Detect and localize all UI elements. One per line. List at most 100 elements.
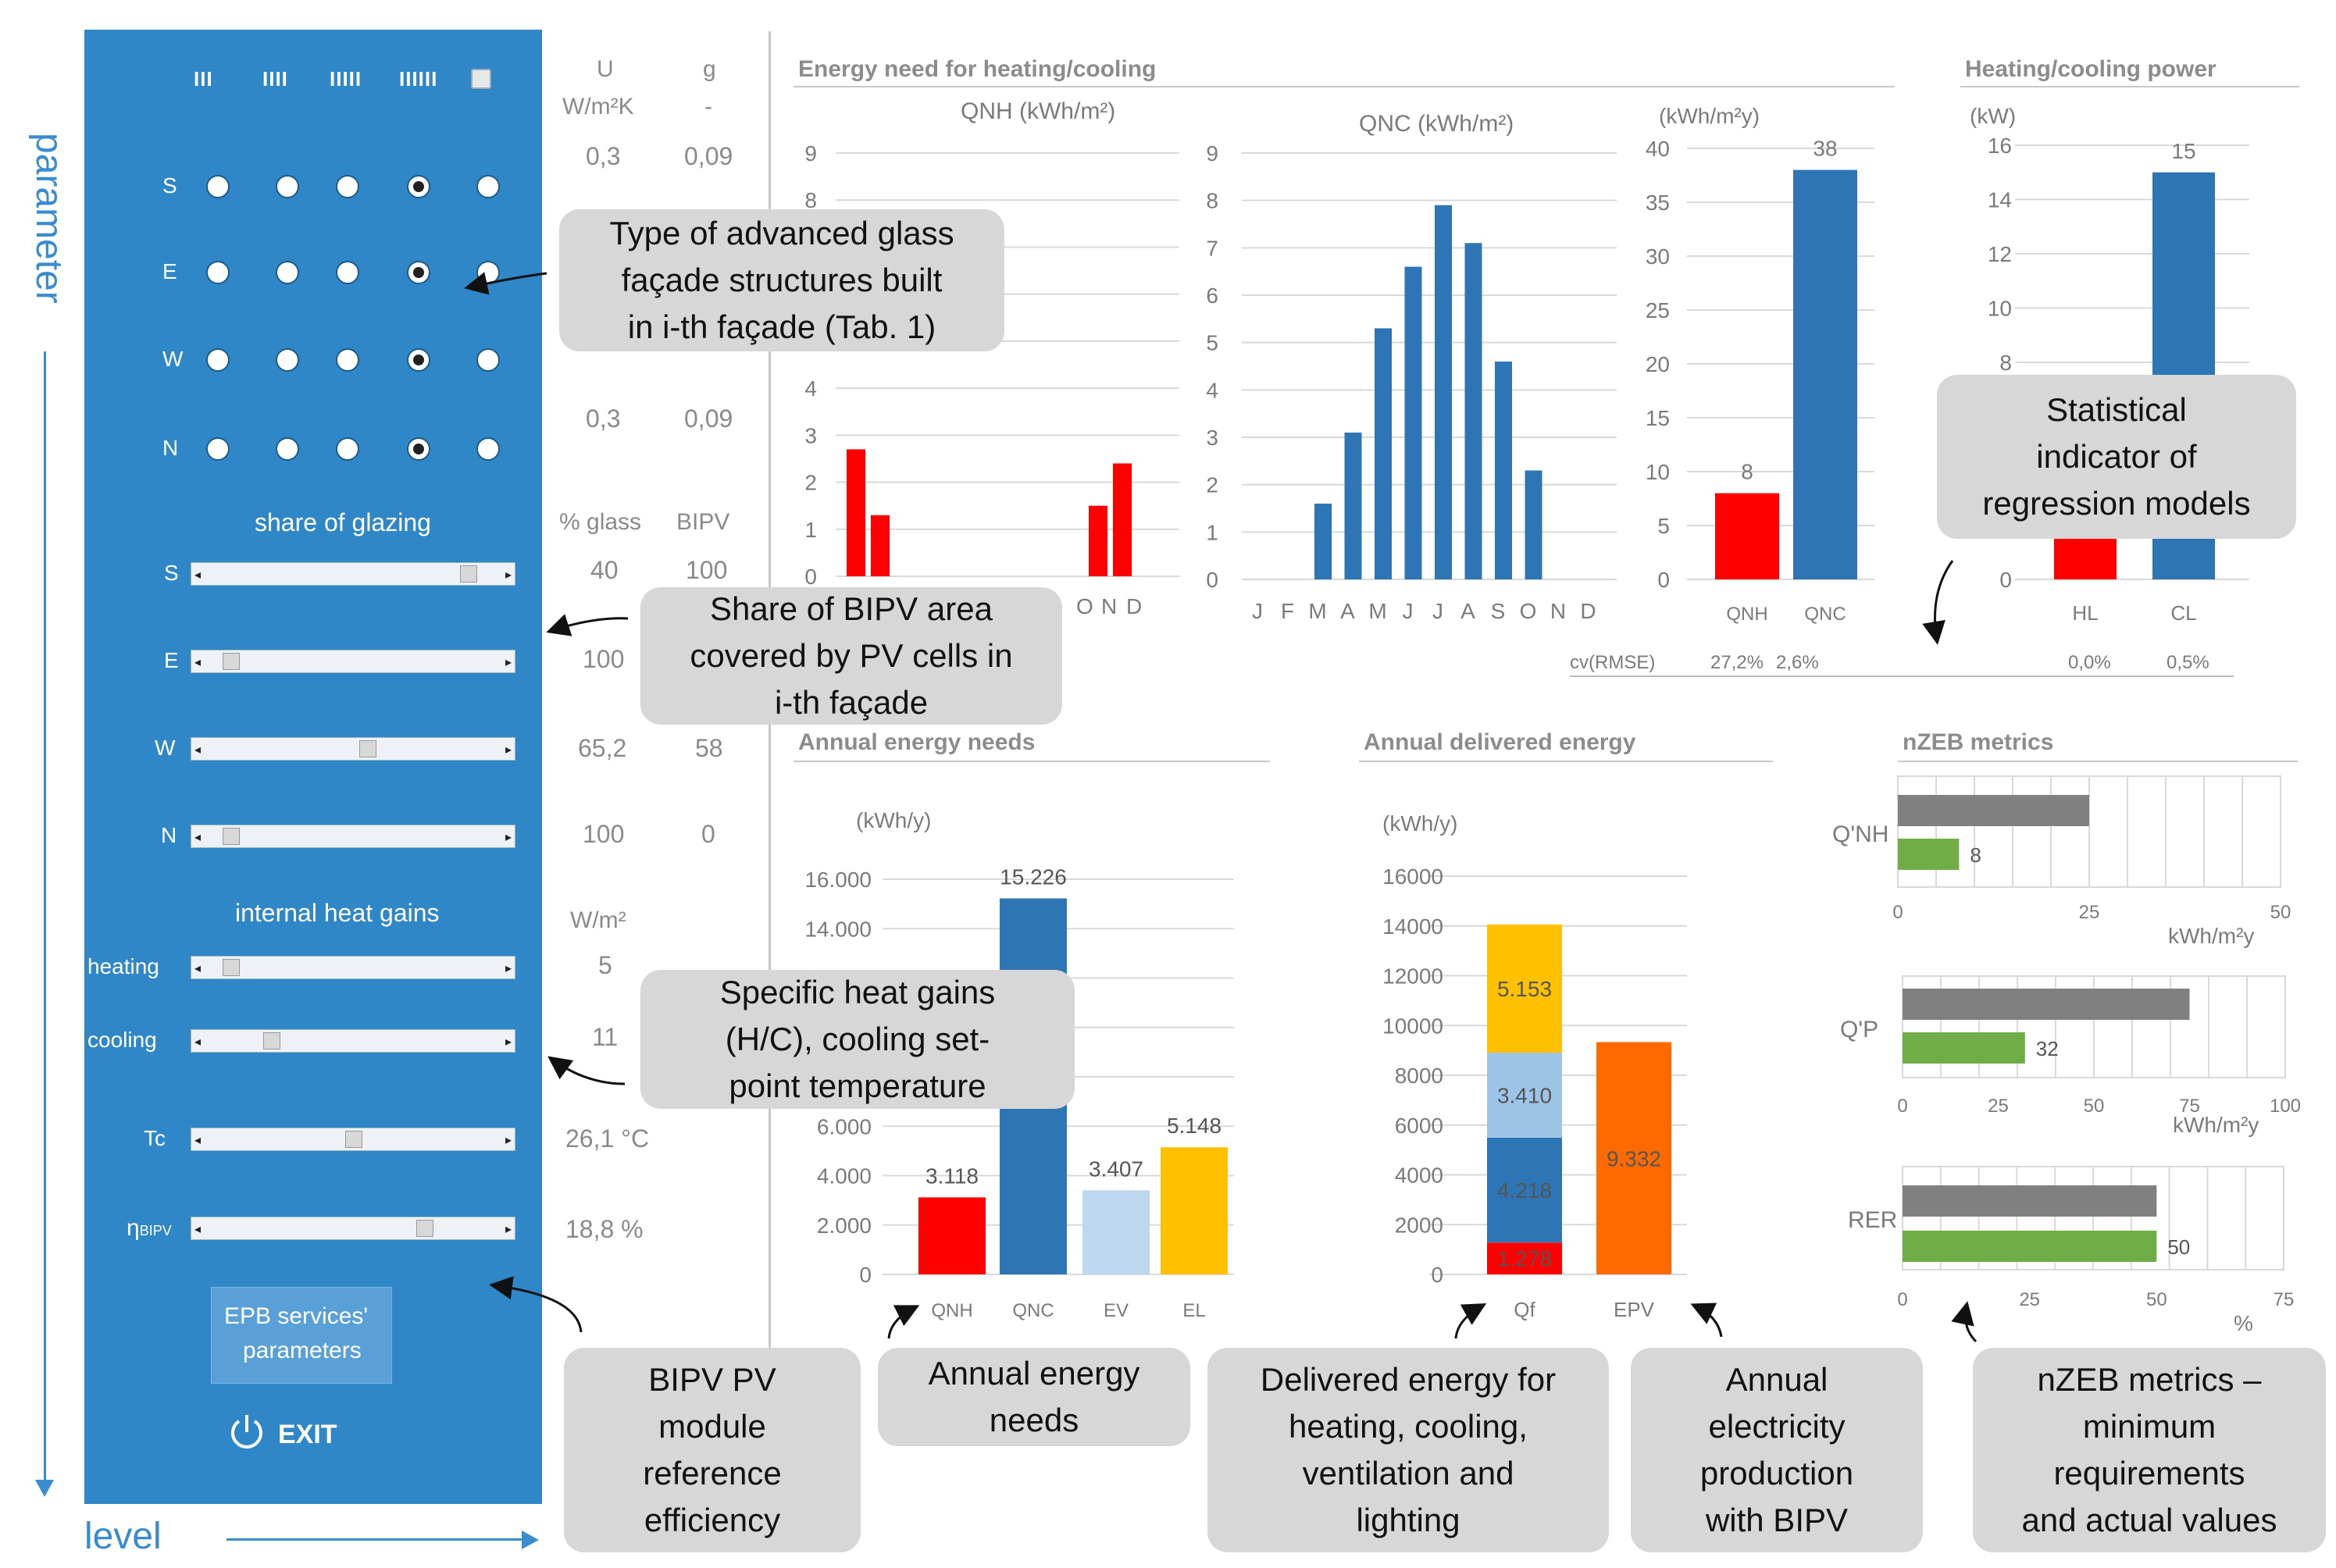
slider-W[interactable]: ◂ ▸ <box>191 737 515 761</box>
arrow-c5 <box>489 1276 583 1333</box>
arrow-c3 <box>547 1056 626 1085</box>
power-tick-label: 14 <box>1988 188 2012 212</box>
slider-label-W: W <box>155 736 176 760</box>
facade-radio-N-4[interactable] <box>407 437 430 461</box>
slider-left-arrow-icon[interactable]: ◂ <box>194 831 202 844</box>
facade-radio-W-3[interactable] <box>336 348 359 372</box>
annual-tick-label: 20 <box>1646 352 1670 376</box>
qnc-tick-label: 4 <box>1206 378 1218 402</box>
qnc-month-label: S <box>1491 599 1506 623</box>
facade-radio-N-3[interactable] <box>336 437 359 461</box>
slider-left-arrow-icon[interactable]: ◂ <box>194 743 202 757</box>
qnh-bar <box>1113 463 1132 576</box>
qnc-month-label: J <box>1403 599 1414 623</box>
slider-thumb[interactable] <box>345 1131 362 1148</box>
delivered-segment-label: 3.410 <box>1497 1083 1552 1107</box>
slider-E[interactable]: ◂ ▸ <box>191 650 515 673</box>
annual-needs-category-label: QNH <box>931 1300 972 1321</box>
facade-radio-S-3[interactable] <box>336 175 359 198</box>
slider-right-arrow-icon[interactable]: ▸ <box>505 1134 512 1147</box>
slider-right-arrow-icon[interactable]: ▸ <box>505 656 512 669</box>
annual-needs-tick-label: 6.000 <box>817 1114 872 1139</box>
nzeb-min-requirement-bar <box>1903 1185 2157 1217</box>
facade-radio-N-5[interactable] <box>476 437 500 461</box>
slider-left-arrow-icon[interactable]: ◂ <box>194 1134 202 1147</box>
qnh-tick-label: 2 <box>804 471 817 495</box>
slider-thumb[interactable] <box>416 1220 433 1237</box>
delivered-tick-label: 4000 <box>1395 1164 1443 1188</box>
slider-S[interactable]: ◂ ▸ <box>191 562 515 586</box>
delivered-tick-label: 2000 <box>1395 1213 1443 1237</box>
callout-line: BIPV PV <box>648 1361 776 1398</box>
callout-line: reference <box>643 1455 782 1491</box>
facade-radio-N-2[interactable] <box>276 437 299 461</box>
annual-category-label: QNH <box>1726 604 1767 625</box>
callout-line: façade structures built <box>621 262 943 298</box>
slider-left-arrow-icon[interactable]: ◂ <box>194 568 202 582</box>
arrow-c7 <box>1454 1303 1487 1339</box>
slider-right-arrow-icon[interactable]: ▸ <box>505 568 512 582</box>
slider-thumb[interactable] <box>460 565 477 583</box>
facade-radio-W-5[interactable] <box>476 348 500 372</box>
slider-left-arrow-icon[interactable]: ◂ <box>194 962 202 975</box>
slider-left-arrow-icon[interactable]: ◂ <box>194 1223 202 1236</box>
power-tick-label: 10 <box>1988 297 2012 321</box>
qnh-chart-title: QNH (kWh/m²) <box>961 98 1115 124</box>
annual-needs-category-label: EV <box>1104 1300 1129 1321</box>
epb-line-2: parameters <box>243 1338 362 1363</box>
facade-radio-E-3[interactable] <box>336 261 359 284</box>
nzeb-tick-label: 0 <box>1892 902 1903 923</box>
facade-radio-S-4[interactable] <box>407 175 430 198</box>
annual-needs-tick-label: 2.000 <box>817 1213 872 1238</box>
qnh-month-label: N <box>1101 594 1117 618</box>
heating-val: 5 <box>598 951 612 979</box>
level-axis-label: level <box>84 1516 162 1557</box>
slider-thumb[interactable] <box>222 959 240 976</box>
u-south: 0,3 <box>586 142 621 170</box>
qnc-bar <box>1344 432 1362 579</box>
slider-right-arrow-icon[interactable]: ▸ <box>505 831 512 844</box>
delivered-segment-label: 1.278 <box>1497 1247 1552 1271</box>
facade-radio-E-4[interactable] <box>407 261 430 284</box>
callout-c9: nZEB metrics – minimum requirements and act… <box>1973 1348 2326 1552</box>
slider-thumb[interactable] <box>222 653 240 670</box>
slider-cooling[interactable]: ◂ ▸ <box>191 1029 515 1053</box>
callout-line: module <box>658 1408 766 1445</box>
slider-right-arrow-icon[interactable]: ▸ <box>505 1035 512 1049</box>
facade-radio-S-2[interactable] <box>276 175 299 198</box>
slider-eta[interactable]: ◂ ▸ <box>191 1217 515 1240</box>
slider-N[interactable]: ◂ ▸ <box>191 825 515 848</box>
slider-thumb[interactable] <box>222 828 240 845</box>
slider-right-arrow-icon[interactable]: ▸ <box>505 743 512 757</box>
section-nzeb-line <box>1898 761 2298 762</box>
slider-thumb[interactable] <box>263 1032 280 1049</box>
annual-tick-label: 15 <box>1646 406 1670 430</box>
nzeb-unit-label: kWh/m²y <box>2173 1113 2259 1137</box>
facade-radio-W-1[interactable] <box>206 348 230 372</box>
facade-radio-S-1[interactable] <box>206 175 230 198</box>
slider-left-arrow-icon[interactable]: ◂ <box>194 1035 202 1049</box>
callout-line: in i-th façade (Tab. 1) <box>627 308 936 345</box>
slider-Tc[interactable]: ◂ ▸ <box>191 1128 515 1151</box>
facade-radio-E-2[interactable] <box>276 261 299 284</box>
exit-button[interactable]: EXIT <box>225 1410 350 1457</box>
slider-right-arrow-icon[interactable]: ▸ <box>505 962 512 975</box>
annual-bar-label: 38 <box>1813 137 1837 161</box>
section-nzeb: nZEB metrics <box>1903 729 2054 755</box>
qnc-tick-label: 5 <box>1206 331 1218 355</box>
facade-radio-W-4[interactable] <box>407 348 430 372</box>
callout-line: regression models <box>1982 485 2251 522</box>
slider-thumb[interactable] <box>358 740 376 757</box>
section-hc-power-line <box>1960 86 2299 87</box>
slider-left-arrow-icon[interactable]: ◂ <box>194 656 202 669</box>
qnh-bar <box>871 515 890 576</box>
section-hc-power: Heating/cooling power <box>1965 56 2217 82</box>
slider-right-arrow-icon[interactable]: ▸ <box>505 1223 512 1236</box>
facade-radio-W-2[interactable] <box>276 348 299 372</box>
slider-heating[interactable]: ◂ ▸ <box>191 956 515 979</box>
facade-radio-N-1[interactable] <box>206 437 230 461</box>
facade-radio-S-5[interactable] <box>476 175 500 198</box>
facade-radio-E-1[interactable] <box>206 261 230 284</box>
callout-line: production <box>1699 1455 1854 1491</box>
epb-services-button[interactable]: EPB services' parameters <box>211 1287 392 1384</box>
